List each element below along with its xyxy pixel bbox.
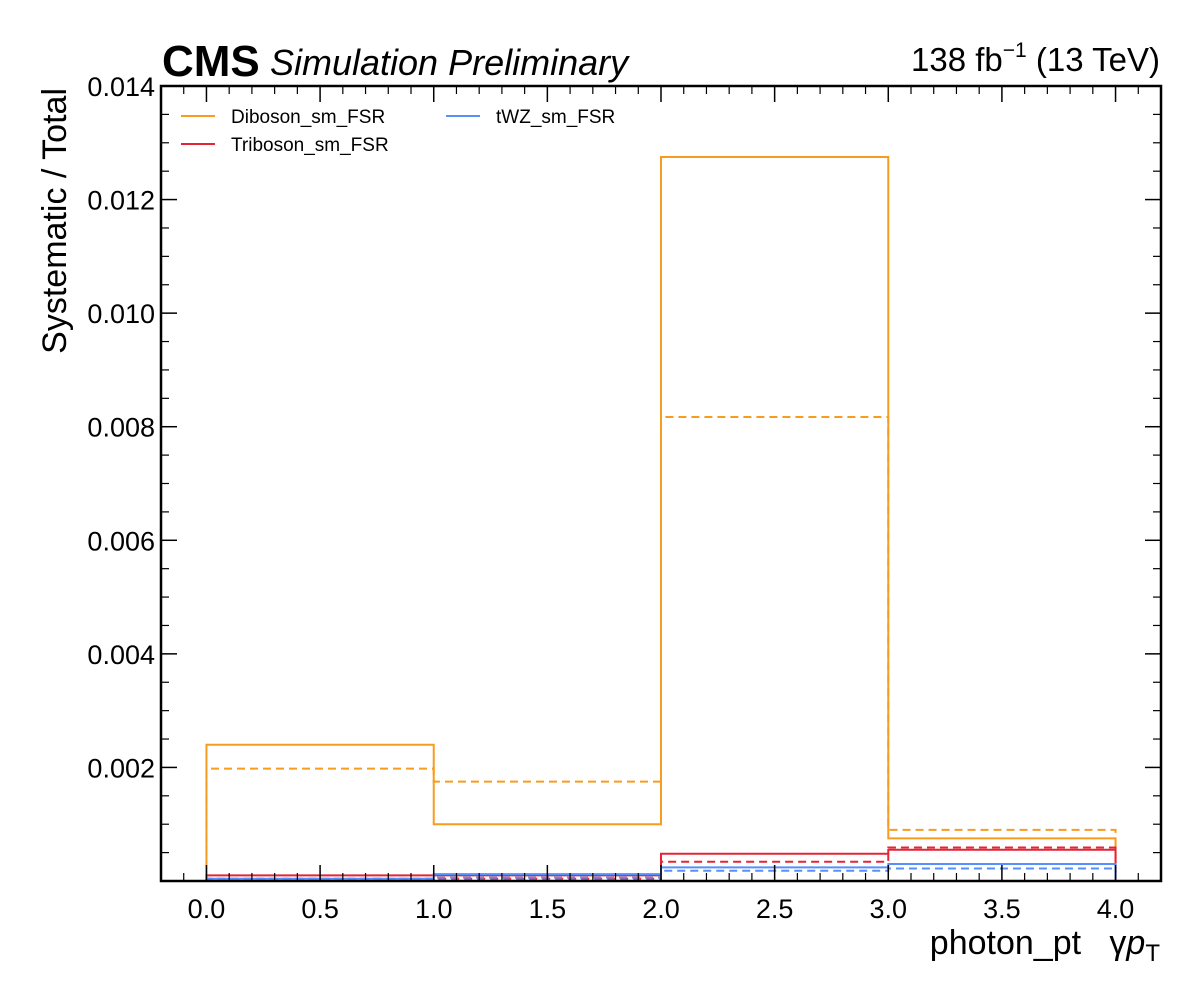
cms-label: CMS [162, 37, 260, 86]
series-0-solid-line [205, 155, 1117, 881]
series-1-solid-line [205, 848, 1117, 881]
y-axis-title: Systematic / Total [36, 88, 74, 354]
x-axis-subscript: T [1145, 940, 1160, 967]
x-tick-label: 0.0 [188, 894, 226, 924]
x-axis-math: p [1125, 924, 1145, 962]
series-0-dashed-line [205, 416, 1117, 881]
x-tick-label: 0.5 [301, 894, 339, 924]
x-tick-label: 2.0 [642, 894, 680, 924]
lumi-exponent: −1 [1003, 39, 1027, 62]
y-tick-label: 0.014 [87, 72, 155, 102]
x-axis-title: photon_pt γpT [930, 924, 1161, 967]
y-tick-label: 0.004 [87, 640, 155, 670]
x-tick-label: 1.5 [529, 894, 567, 924]
legend-label: tWZ_sm_FSR [496, 107, 615, 128]
x-tick-label: 2.5 [756, 894, 794, 924]
y-tick-label: 0.012 [87, 186, 155, 216]
legend: Diboson_sm_FSR Triboson_sm_FSR tWZ_sm_FSR [181, 107, 615, 156]
y-tick-label: 0.010 [87, 299, 155, 329]
x-ticks: 0.0 0.5 1.0 1.5 2.0 2.5 3.0 3.5 4.0 [183, 86, 1139, 924]
lumi-prefix: 138 fb [911, 41, 1003, 78]
plot-marks [205, 155, 1117, 881]
status-label: Simulation Preliminary [270, 42, 630, 83]
y-ticks: 0.002 0.004 0.006 0.008 0.010 0.012 0.014 [87, 72, 1161, 854]
y-tick-label: 0.002 [87, 753, 155, 783]
x-tick-label: 3.0 [869, 894, 907, 924]
legend-label: Diboson_sm_FSR [231, 107, 385, 128]
y-tick-label: 0.008 [87, 413, 155, 443]
lumi-suffix: (13 TeV) [1027, 41, 1160, 78]
y-tick-label: 0.006 [87, 526, 155, 556]
x-tick-label: 4.0 [1097, 894, 1135, 924]
x-axis-label: photon_pt γ [930, 924, 1127, 962]
x-tick-label: 3.5 [983, 894, 1021, 924]
legend-label: Triboson_sm_FSR [231, 135, 389, 156]
x-tick-label: 1.0 [415, 894, 453, 924]
lumi-label: 138 fb−1 (13 TeV) [911, 39, 1160, 78]
